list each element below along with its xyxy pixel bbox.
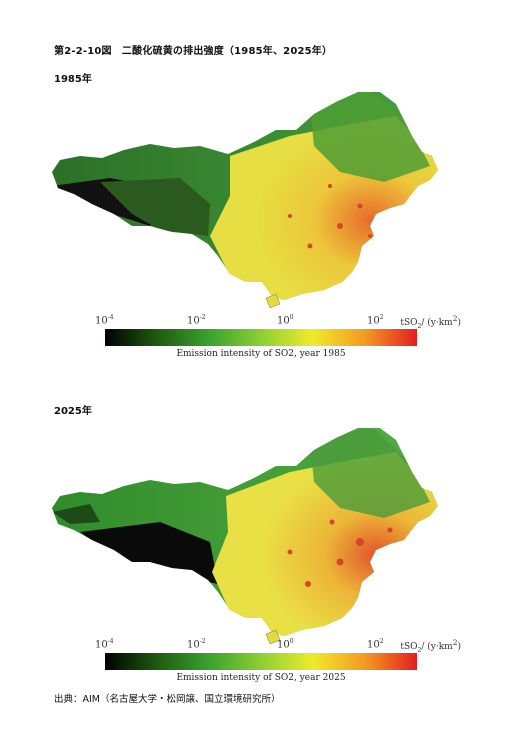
legend-tick: 100 [277,314,294,327]
legend-caption: Emission intensity of SO2, year 1985 [176,349,346,359]
panel-1985-label: 1985年 [54,74,92,85]
figure-title: 第2-2-10図 二酸化硫黄の排出強度（1985年、2025年） [54,46,333,57]
source-credit: 出典：AIM（名古屋大学・松岡譲、国立環境研究所） [54,694,281,705]
legend-tick: 10-2 [187,314,206,327]
panel-2025-label: 2025年 [54,406,92,417]
color-scale-bar [105,329,417,346]
legend-tick: 102 [367,314,384,327]
legend-2025: 10-4 10-2 100 102 tSO2/ (y·km2) Emission… [95,638,465,708]
legend-unit: tSO2/ (y·km2) [400,314,461,330]
legend-tick: 102 [367,638,384,651]
legend-unit: tSO2/ (y·km2) [400,638,461,654]
legend-caption: Emission intensity of SO2, year 2025 [176,673,346,683]
legend-tick: 100 [277,638,294,651]
legend-tick: 10-4 [95,638,114,651]
map-2025 [40,412,470,652]
legend-tick: 10-4 [95,314,114,327]
color-scale-bar [105,653,417,670]
legend-1985: 10-4 10-2 100 102 tSO2/ (y·km2) Emission… [95,314,465,384]
legend-tick: 10-2 [187,638,206,651]
map-1985 [40,86,470,326]
